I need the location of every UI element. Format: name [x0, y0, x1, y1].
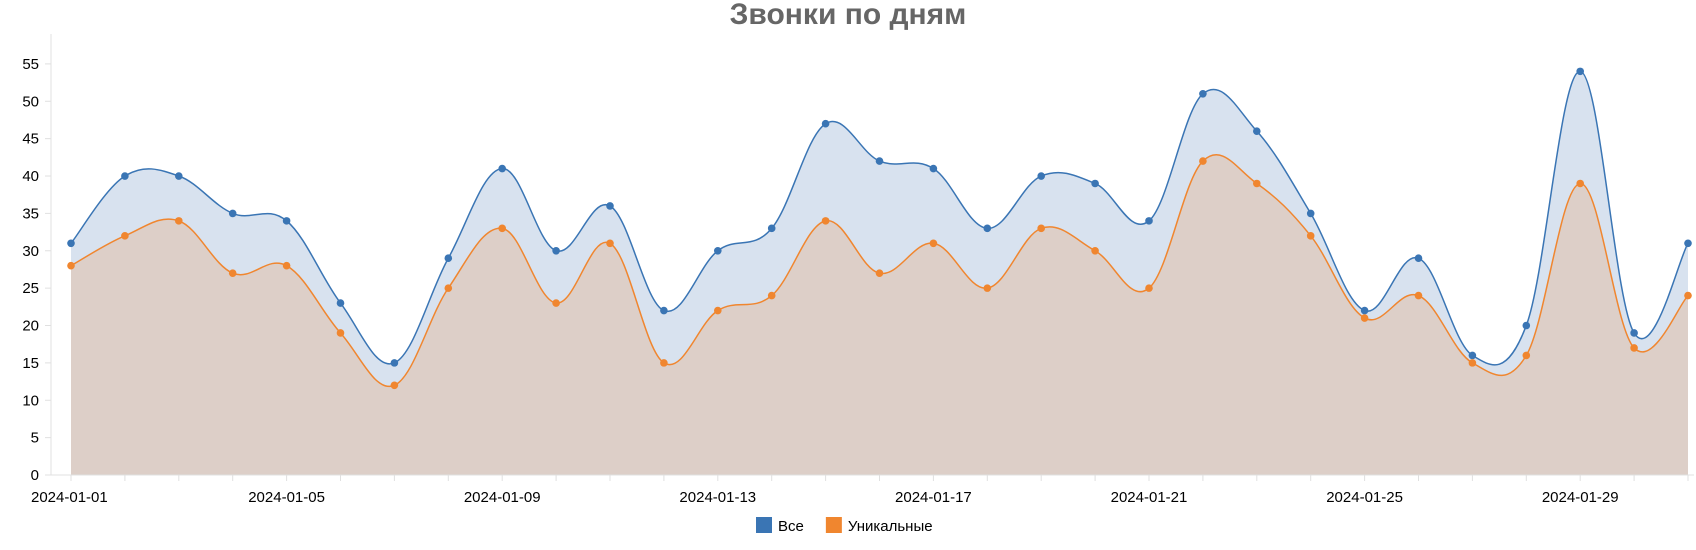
data-point-series-2: [336, 329, 345, 337]
y-tick-label: 55: [22, 56, 39, 73]
chart-title: Звонки по дням: [730, 0, 967, 31]
data-point-series-2: [875, 269, 884, 277]
data-point-series-2: [552, 299, 560, 307]
data-point-series-1: [1684, 239, 1692, 248]
x-tick-label: 2024-01-29: [1542, 489, 1619, 506]
y-tick-label: 35: [22, 205, 39, 222]
point-layer: [67, 67, 1692, 390]
data-point-series-2: [983, 284, 992, 292]
data-point-series-1: [1360, 306, 1369, 315]
legend-swatch-series-2: [825, 517, 842, 533]
data-point-series-2: [1684, 291, 1692, 300]
data-point-series-1: [714, 246, 722, 255]
data-point-series-2: [228, 269, 237, 277]
data-point-series-2: [1468, 359, 1477, 367]
x-tick-label: 2024-01-25: [1326, 489, 1403, 506]
x-tick-label: 2024-01-13: [679, 489, 756, 506]
data-point-series-2: [1576, 179, 1584, 188]
data-point-series-2: [498, 224, 507, 233]
y-tick-label: 20: [22, 318, 39, 335]
data-point-series-1: [875, 157, 884, 165]
data-point-series-2: [121, 232, 129, 240]
y-tick-label: 30: [22, 243, 39, 260]
y-tick-label: 5: [31, 430, 39, 447]
data-point-series-2: [1360, 314, 1369, 322]
y-tick-label: 10: [22, 392, 39, 409]
data-point-series-1: [983, 224, 992, 233]
data-point-series-1: [1145, 217, 1153, 225]
data-point-series-2: [1306, 232, 1315, 240]
data-point-series-1: [67, 239, 75, 248]
data-point-series-2: [767, 291, 776, 300]
data-point-series-1: [498, 164, 507, 173]
line-series-2: [70, 154, 1689, 388]
x-tick-label: 2024-01-05: [248, 489, 325, 506]
data-point-series-1: [767, 224, 776, 233]
data-point-series-1: [1414, 254, 1423, 263]
x-tick-label: 2024-01-21: [1111, 489, 1188, 506]
data-point-series-1: [121, 172, 129, 180]
data-point-series-1: [1306, 209, 1315, 218]
data-point-series-2: [1253, 179, 1261, 188]
y-tick-label: 25: [22, 280, 39, 297]
data-point-series-2: [1414, 291, 1423, 300]
data-point-series-2: [821, 217, 830, 225]
data-point-series-2: [175, 217, 183, 225]
y-tick-label: 50: [22, 93, 39, 110]
y-tick-label: 15: [22, 355, 39, 372]
data-point-series-2: [1522, 351, 1531, 360]
data-point-series-2: [1199, 157, 1207, 165]
data-point-series-1: [929, 164, 938, 173]
axes: 0 5 10 15 20 25 30 35 40 45 50 55 2024-01-01 2024-01-…: [22, 34, 1694, 506]
data-point-series-1: [1253, 127, 1261, 135]
data-point-series-2: [1145, 284, 1153, 292]
data-point-series-1: [821, 119, 830, 128]
data-point-series-1: [444, 254, 453, 263]
y-tick-label: 40: [22, 168, 39, 185]
data-point-series-1: [282, 217, 291, 225]
area-fill-series-2: [71, 154, 1688, 475]
legend-label-series-2: Уникальные: [848, 518, 933, 535]
x-tick-label: 2024-01-09: [464, 489, 541, 506]
y-tick-label: 45: [22, 131, 39, 148]
x-tick-label: 2024-01-17: [895, 489, 972, 506]
data-point-series-2: [660, 359, 668, 367]
data-point-series-1: [1091, 179, 1099, 188]
legend-label-series-1: Все: [778, 518, 804, 535]
data-point-series-1: [228, 209, 237, 218]
data-point-series-2: [1630, 344, 1638, 352]
data-point-series-1: [660, 306, 668, 315]
data-point-series-2: [444, 284, 453, 292]
x-tick-label: 2024-01-01: [31, 489, 108, 506]
data-point-series-1: [1468, 351, 1477, 360]
data-point-series-1: [1522, 321, 1531, 330]
data-point-series-2: [1091, 246, 1099, 255]
data-point-series-1: [175, 172, 183, 180]
data-point-series-1: [1037, 172, 1045, 180]
data-point-series-2: [714, 306, 722, 315]
data-point-series-2: [929, 239, 938, 248]
data-point-series-1: [336, 299, 345, 307]
y-tick-label: 0: [31, 467, 39, 484]
data-point-series-2: [67, 261, 75, 270]
data-point-series-2: [390, 381, 399, 390]
data-point-series-1: [1576, 67, 1584, 76]
data-point-series-1: [552, 246, 560, 255]
data-point-series-2: [282, 261, 291, 270]
data-point-series-2: [1037, 224, 1045, 233]
legend: Все Уникальные: [756, 517, 933, 535]
data-point-series-1: [1630, 329, 1638, 337]
data-point-series-1: [606, 202, 614, 210]
data-point-series-2: [606, 239, 614, 248]
data-point-series-1: [390, 359, 399, 367]
legend-swatch-series-1: [756, 517, 772, 533]
data-point-series-1: [1199, 89, 1207, 98]
